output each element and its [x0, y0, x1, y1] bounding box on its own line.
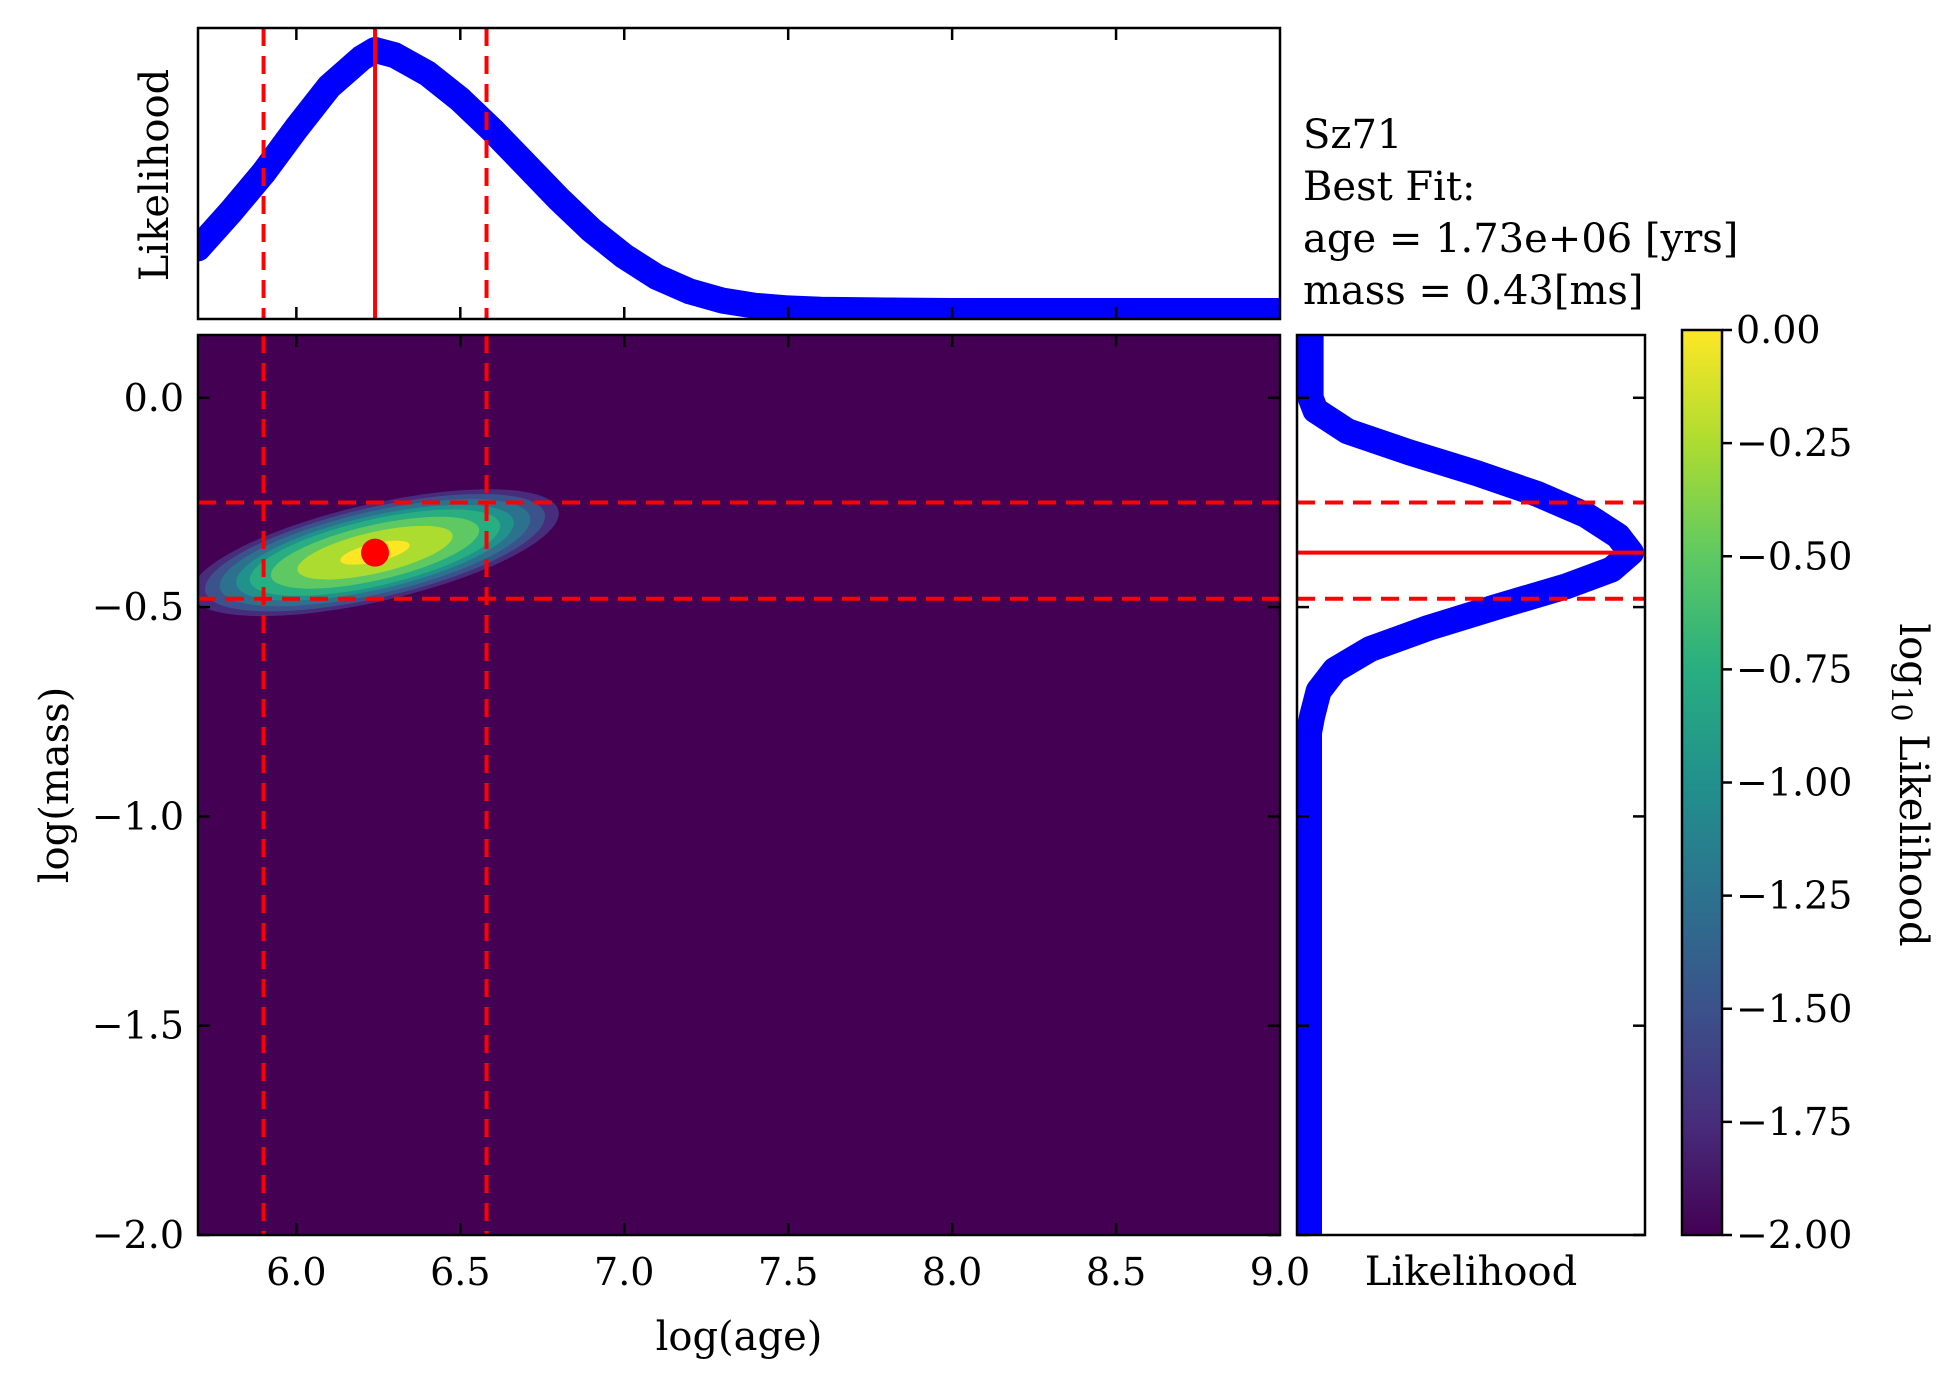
top-y-axis-label: Likelihood: [132, 69, 178, 281]
x-tick-label: 7.5: [758, 1250, 818, 1294]
colorbar-ticks: [1722, 328, 1732, 1237]
right-x-axis-label: Likelihood: [1365, 1249, 1577, 1295]
best-fit-point: [361, 538, 390, 567]
interval-lines: [198, 335, 1280, 1235]
colorbar-tick-label: −0.50: [1736, 534, 1852, 578]
right-marginal-panel: Likelihood: [1295, 333, 1647, 1295]
best-fit-age: age = 1.73e+06 [yrs]: [1303, 216, 1738, 262]
y-tick-label: −2.0: [92, 1213, 184, 1257]
colorbar-label-suffix: Likelihood: [1890, 722, 1936, 947]
colorbar-tick-label: −1.25: [1736, 874, 1852, 918]
best-fit-heading: Best Fit:: [1303, 164, 1475, 210]
colorbar-tick-label: −1.50: [1736, 987, 1852, 1031]
colorbar-tick-label: −1.75: [1736, 1100, 1852, 1144]
object-name: Sz71: [1303, 112, 1402, 158]
colorbar-tick-label: −2.00: [1736, 1213, 1852, 1257]
x-tick-label: 7.0: [594, 1250, 654, 1294]
right-interval-lines: [1297, 500, 1645, 601]
best-fit-mass: mass = 0.43[ms]: [1303, 268, 1644, 314]
top-marginal-panel: Likelihood: [132, 26, 1282, 321]
right-frame: [1295, 333, 1647, 1237]
x-tick-labels: 6.0 6.5 7.0 7.5 8.0 8.5 9.0: [266, 1250, 1310, 1294]
y-tick-labels: 0.0 −0.5 −1.0 −1.5 −2.0: [92, 376, 184, 1257]
x-tick-label: 6.0: [266, 1250, 326, 1294]
age-likelihood-curve: [198, 37, 1280, 319]
colorbar-gradient: [1682, 330, 1722, 1235]
colorbar-label-sub: 10: [1885, 686, 1918, 722]
right-ticks: [1297, 396, 1645, 1237]
x-tick-label: 9.0: [1250, 1250, 1310, 1294]
colorbar-tick-label: −0.75: [1736, 647, 1852, 691]
x-tick-label: 6.5: [430, 1250, 490, 1294]
heatmap-background: [198, 335, 1280, 1235]
colorbar-tick-label: −0.25: [1736, 421, 1852, 465]
colorbar: 0.00 −0.25 −0.50 −0.75 −1.00 −1.25 −1.50 −1.75 −…: [1680, 308, 1936, 1257]
top-frame: [196, 26, 1282, 321]
y-axis-label: log(mass): [32, 687, 78, 884]
colorbar-tick-label: 0.00: [1736, 308, 1821, 352]
main-heatmap-panel: 6.0 6.5 7.0 7.5 8.0 8.5 9.0 0.0 −0.5 −1.0 −1.5 −2.…: [32, 333, 1310, 1360]
x-tick-label: 8.0: [922, 1250, 982, 1294]
colorbar-tick-labels: 0.00 −0.25 −0.50 −0.75 −1.00 −1.25 −1.50 −1.75 −…: [1736, 308, 1852, 1257]
colorbar-tick-label: −1.00: [1736, 761, 1852, 805]
y-tick-label: 0.0: [124, 376, 184, 420]
best-fit-annotation: Sz71 Best Fit: age = 1.73e+06 [yrs] mass…: [1303, 112, 1738, 314]
y-tick-label: −0.5: [92, 585, 184, 629]
colorbar-label: log10 Likelihood: [1885, 623, 1936, 946]
y-tick-label: −1.5: [92, 1004, 184, 1048]
main-frame: [196, 333, 1282, 1237]
x-axis-label: log(age): [656, 1314, 823, 1360]
y-tick-label: −1.0: [92, 794, 184, 838]
top-ticks: [295, 28, 1118, 319]
x-tick-label: 8.5: [1086, 1250, 1146, 1294]
top-interval-lines: [261, 28, 489, 319]
main-ticks: [198, 335, 1280, 1237]
colorbar-label-prefix: log: [1890, 623, 1936, 685]
mass-likelihood-curve: [1297, 335, 1644, 1235]
